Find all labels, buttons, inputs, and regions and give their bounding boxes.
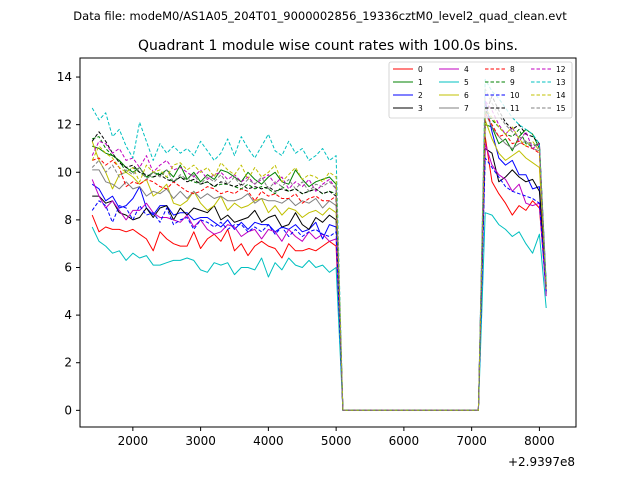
y-tick-label: 4 [64,308,72,322]
legend-label-0: 0 [418,65,423,74]
x-tick-label: 7000 [456,434,487,448]
legend-frame [388,61,573,119]
x-tick-label: 2000 [118,434,149,448]
legend-label-14: 14 [556,91,566,100]
legend-label-1: 1 [418,78,423,87]
x-offset-label: +2.9397e8 [508,455,575,469]
x-tick-label: 3000 [185,434,216,448]
chart-title: Quadrant 1 module wise count rates with … [138,38,518,54]
y-tick-label: 14 [57,70,72,84]
x-tick-label: 4000 [253,434,284,448]
legend-label-5: 5 [464,78,469,87]
legend-label-3: 3 [418,104,423,113]
plot-frame [79,57,577,428]
legend-label-7: 7 [464,104,469,113]
series-line-15 [91,88,547,411]
legend-label-15: 15 [556,104,566,113]
legend-label-12: 12 [556,65,566,74]
legend-label-8: 8 [510,65,515,74]
x-tick-label: 8000 [524,434,555,448]
series-line-9 [92,109,547,411]
y-tick-label: 8 [64,213,72,227]
series-line-10 [91,157,547,411]
series-layer [91,78,547,411]
x-tick-label: 5000 [321,434,352,448]
figure-suptitle: Data file: modeM0/AS1A05_204T01_90000028… [73,9,567,23]
x-tick-label: 6000 [389,434,420,448]
legend-label-4: 4 [464,65,469,74]
series-line-11 [91,95,547,411]
legend-label-2: 2 [418,91,423,100]
y-tick-label: 10 [57,165,72,179]
y-tick-label: 6 [64,260,72,274]
legend-label-6: 6 [464,91,469,100]
legend-label-10: 10 [510,91,520,100]
y-tick-label: 2 [64,356,72,370]
legend-label-11: 11 [510,104,520,113]
legend-label-9: 9 [510,78,515,87]
y-tick-label: 12 [57,118,72,132]
series-line-13 [91,78,547,411]
y-tick-label: 0 [64,403,72,417]
legend-label-13: 13 [556,78,566,87]
